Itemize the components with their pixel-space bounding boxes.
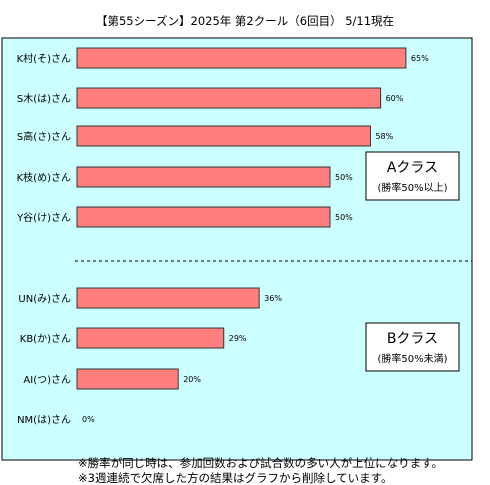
chart-subtitle: 【第55シーズン】2025年 第2クール（6回目） 5/11現在 bbox=[95, 14, 395, 28]
category-label: Y谷(け)さん bbox=[16, 212, 71, 224]
bar bbox=[76, 47, 407, 69]
value-label: 65% bbox=[411, 54, 429, 63]
bar bbox=[76, 125, 371, 147]
class-sublabel: (勝率50%未満) bbox=[377, 352, 447, 365]
category-label: NM(は)さん bbox=[17, 414, 71, 426]
category-label: KB(か)さん bbox=[20, 333, 71, 345]
bar bbox=[76, 87, 382, 109]
footnote-2: ※3週連続で欠席した方の結果はグラフから削除しています。 bbox=[78, 471, 393, 485]
bar bbox=[76, 327, 225, 349]
category-label: K枝(め)さん bbox=[17, 171, 71, 184]
footnote-1: ※勝率が同じ時は、参加回数および試合数の多い人が上位になります。 bbox=[78, 456, 443, 470]
class-label: Bクラス bbox=[387, 331, 438, 347]
category-label: S木(は)さん bbox=[17, 93, 71, 105]
value-label: 60% bbox=[386, 94, 404, 103]
category-label: K村(そ)さん bbox=[17, 52, 71, 65]
value-label: 20% bbox=[183, 375, 201, 384]
category-label: S高(さ)さん bbox=[17, 130, 71, 143]
class-b-box bbox=[365, 322, 460, 372]
bar bbox=[76, 287, 260, 309]
class-sublabel: (勝率50%以上) bbox=[377, 181, 447, 194]
bar bbox=[76, 166, 331, 188]
bar bbox=[76, 206, 331, 228]
value-label: 36% bbox=[264, 294, 282, 303]
category-label: UN(み)さん bbox=[18, 293, 71, 305]
value-label: 29% bbox=[229, 334, 247, 343]
class-a-box bbox=[365, 151, 460, 201]
value-label: 0% bbox=[82, 415, 95, 424]
value-label: 50% bbox=[335, 213, 353, 222]
bar bbox=[76, 368, 179, 390]
class-label: Aクラス bbox=[387, 160, 438, 176]
value-label: 58% bbox=[375, 132, 393, 141]
value-label: 50% bbox=[335, 173, 353, 182]
category-label: AI(つ)さん bbox=[23, 374, 71, 386]
